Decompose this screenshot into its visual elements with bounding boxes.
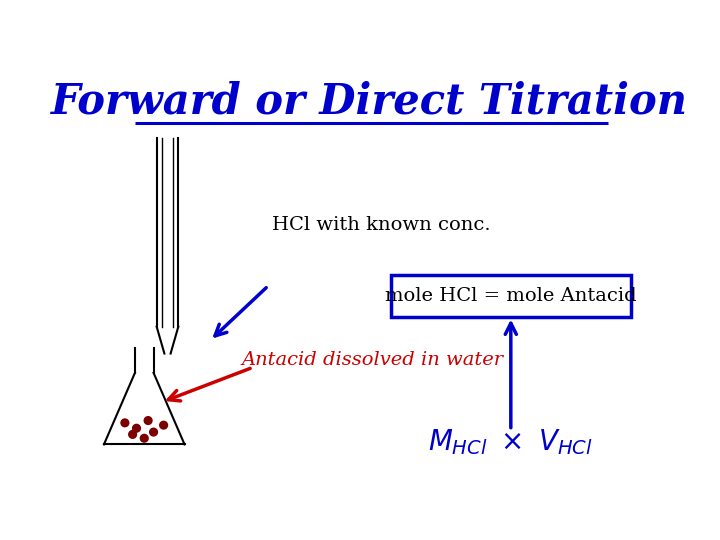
Text: mole HCl = mole Antacid: mole HCl = mole Antacid [385, 287, 636, 305]
Text: $M_{HCl}\ \times\ V_{HCl}$: $M_{HCl}\ \times\ V_{HCl}$ [428, 427, 593, 457]
Circle shape [144, 417, 152, 424]
Bar [391, 275, 631, 316]
Circle shape [150, 428, 158, 436]
Circle shape [132, 424, 140, 432]
Circle shape [160, 421, 168, 429]
Circle shape [129, 430, 137, 438]
Circle shape [140, 434, 148, 442]
Text: HCl with known conc.: HCl with known conc. [272, 216, 491, 234]
Circle shape [121, 419, 129, 427]
Text: Antacid dissolved in water: Antacid dissolved in water [241, 350, 503, 369]
Text: Forward or Direct Titration: Forward or Direct Titration [50, 81, 688, 123]
